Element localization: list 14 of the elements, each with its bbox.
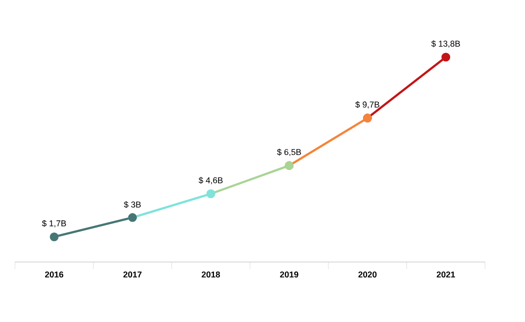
data-label: $ 9,7B xyxy=(355,101,380,109)
point xyxy=(441,52,450,62)
point xyxy=(50,232,59,242)
data-label: $ 6,5B xyxy=(277,148,301,156)
data-label: $ 13,8B xyxy=(431,40,460,48)
data-label: $ 3B xyxy=(124,201,141,208)
x-tick-label: 2018 xyxy=(202,272,220,278)
data-label: $ 1,7B xyxy=(42,220,66,228)
x-tick-label: 2017 xyxy=(123,272,142,278)
data-label: $ 4,6B xyxy=(198,176,223,184)
x-tick-label: 2019 xyxy=(280,272,298,278)
x-tick-label: 2016 xyxy=(45,272,64,278)
x-tick-label: 2021 xyxy=(436,272,456,278)
x-tick-label: 2020 xyxy=(358,272,377,278)
